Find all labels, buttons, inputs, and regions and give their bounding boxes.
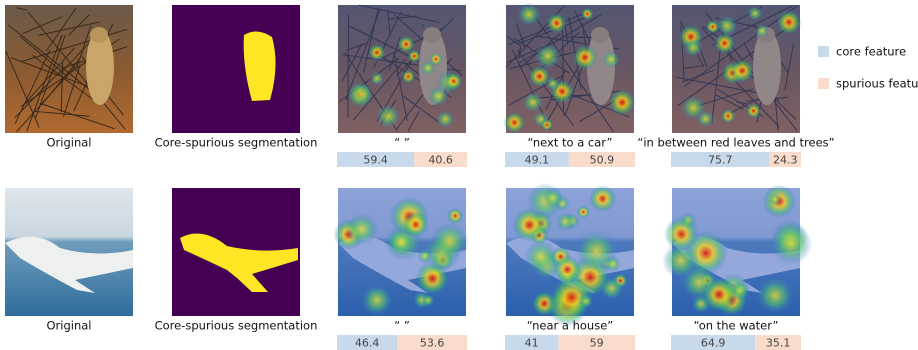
heat-blob	[512, 208, 546, 242]
heat-blob	[701, 277, 737, 313]
heat-blob	[401, 70, 415, 84]
legend-swatch	[818, 46, 829, 57]
image-label: Original	[46, 319, 91, 333]
heat-blob	[716, 15, 737, 36]
heat-blob	[609, 89, 636, 116]
bar-value: 41	[525, 337, 539, 350]
caption: “near a house”	[527, 319, 613, 333]
heat-blob	[447, 208, 463, 224]
heat-blob	[664, 217, 698, 251]
caption: “in between red leaves and trees”	[637, 136, 834, 150]
heat-blob	[581, 8, 593, 20]
heat-blob	[422, 294, 435, 307]
image-panel	[333, 188, 468, 316]
heat-blob	[436, 110, 454, 128]
heat-blob	[746, 103, 761, 118]
image-panel	[5, 5, 133, 133]
bar-value: 35.1	[766, 337, 791, 350]
heat-blob	[445, 73, 462, 90]
heat-blob	[417, 248, 432, 263]
bar-value: 75.7	[708, 154, 733, 167]
heat-blob	[429, 52, 442, 65]
bar-value: 49.1	[525, 154, 550, 167]
image-label: Core-spurious segmentation	[155, 136, 318, 150]
heat-blob	[602, 50, 620, 68]
heat-blob	[756, 277, 794, 315]
heat-blob	[770, 223, 812, 265]
heat-blob	[387, 228, 414, 255]
image-label: Core-spurious segmentation	[155, 319, 318, 333]
caption: “on the water”	[694, 319, 779, 333]
heat-blob	[345, 213, 378, 246]
bar-value: 40.6	[428, 154, 453, 167]
heat-blob	[556, 212, 575, 231]
figure: core feature spurious feature Original Co…	[0, 0, 918, 350]
heat-blob	[572, 45, 597, 70]
bar-value: 24.3	[773, 154, 798, 167]
heat-blob	[368, 44, 385, 61]
image-panel	[172, 5, 300, 133]
image-panel	[662, 185, 812, 317]
seg-bg	[172, 5, 300, 133]
heat-blob	[522, 92, 543, 113]
heat-blob	[408, 49, 421, 62]
heat-blob	[361, 284, 393, 316]
image-panel	[506, 183, 634, 326]
heat-blob	[776, 10, 801, 35]
heat-blob	[600, 276, 624, 300]
legend-swatch	[818, 78, 829, 89]
heat-blob	[350, 83, 371, 104]
bar-value: 59	[590, 337, 604, 350]
legend-label: spurious feature	[836, 77, 918, 91]
heat-blob	[430, 222, 468, 260]
bar-value: 50.9	[590, 154, 615, 167]
caption: “next to a car”	[528, 136, 613, 150]
heat-blob	[546, 13, 566, 33]
heat-blob	[541, 119, 553, 131]
heat-blob	[428, 86, 448, 106]
caption: “ ”	[394, 319, 410, 333]
image-panel	[338, 5, 466, 133]
bar-value: 59.4	[363, 154, 388, 167]
image-panel	[5, 188, 133, 316]
heat-blob	[376, 104, 400, 128]
bar-value: 46.4	[355, 337, 380, 350]
heat-blob	[769, 193, 782, 206]
image-panel	[503, 2, 635, 133]
image-label: Original	[46, 136, 91, 150]
image-panel	[172, 188, 300, 316]
heat-blob	[747, 6, 762, 21]
caption: “ ”	[394, 136, 410, 150]
heat-blob	[697, 110, 715, 128]
leopard-head	[90, 27, 108, 43]
bar-value: 64.9	[701, 337, 726, 350]
image-panel	[672, 5, 802, 133]
heat-blob	[730, 59, 754, 83]
heat-blob	[579, 294, 594, 309]
heat-blob	[577, 206, 590, 219]
heat-blob	[684, 38, 703, 57]
heat-blob	[604, 256, 620, 272]
heat-blob	[517, 2, 541, 26]
bar-value: 53.6	[420, 337, 445, 350]
legend-label: core feature	[836, 45, 906, 59]
heat-blob	[529, 65, 551, 87]
heat-blob	[543, 188, 563, 208]
heat-blob	[755, 24, 769, 38]
heat-blob	[503, 112, 525, 134]
heat-blob	[589, 185, 616, 212]
heat-blob	[370, 72, 384, 86]
heat-blob	[721, 109, 736, 124]
